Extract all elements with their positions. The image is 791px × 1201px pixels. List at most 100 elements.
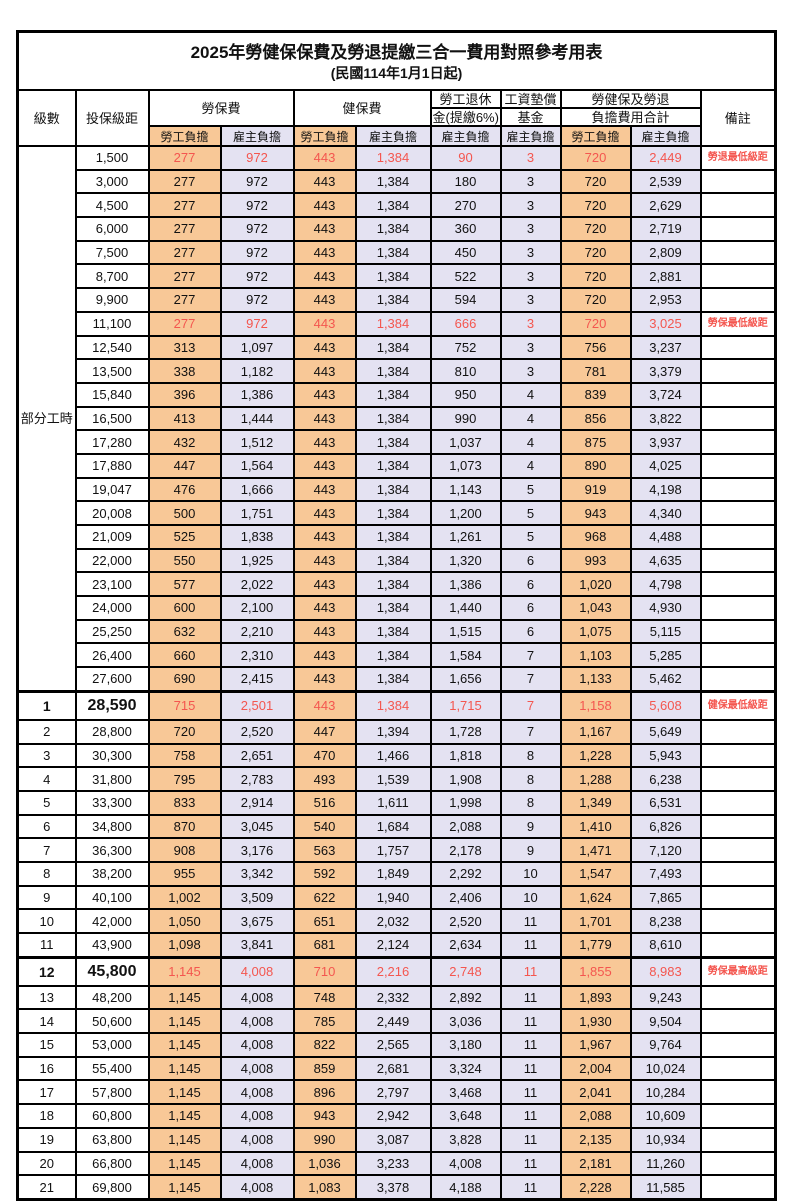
- fund-cell: 11: [499, 1126, 562, 1153]
- fund-cell: 11: [499, 1174, 562, 1201]
- pension-cell: 1,715: [429, 689, 502, 721]
- pension-cell: 2,406: [429, 884, 502, 911]
- subheader-health-employer: 雇主負擔: [354, 125, 432, 147]
- labor-employer-cell: 1,751: [219, 500, 295, 526]
- fund-cell: 3: [499, 263, 562, 290]
- total-employer-cell: 7,493: [629, 860, 702, 887]
- total-employer-cell: 2,449: [629, 145, 702, 171]
- total-employee-cell: 1,930: [559, 1008, 632, 1035]
- health-employee-cell: 443: [292, 429, 357, 455]
- level-cell: 16: [16, 1055, 77, 1082]
- bracket-cell: 11,100: [74, 310, 150, 337]
- labor-employee-cell: 277: [147, 263, 222, 290]
- table-row: 26,400 660 2,310 443 1,384 1,584 7 1,103 5,285: [18, 642, 777, 669]
- total-employer-cell: 5,285: [629, 642, 702, 669]
- col-header-fund-line1: 工資墊償: [499, 89, 562, 109]
- total-employer-cell: 3,237: [629, 334, 702, 361]
- health-employer-cell: 2,797: [354, 1079, 432, 1106]
- labor-employee-cell: 500: [147, 500, 222, 526]
- pension-cell: 752: [429, 334, 502, 361]
- table-row: 9,900 277 972 443 1,384 594 3 720 2,953: [18, 287, 777, 313]
- fund-cell: 11: [499, 908, 562, 934]
- bracket-cell: 17,880: [74, 452, 150, 479]
- bracket-cell: 24,000: [74, 595, 150, 621]
- labor-employer-cell: 972: [219, 287, 295, 313]
- table-row: 13 48,200 1,145 4,008 748 2,332 2,892 11 1,893 9,…: [16, 984, 777, 1011]
- health-employer-cell: 1,384: [354, 168, 432, 195]
- fund-cell: 11: [499, 1032, 562, 1058]
- labor-employee-cell: 1,145: [147, 1150, 222, 1177]
- table-row: 5 33,300 833 2,914 516 1,611 1,998 8 1,349 6,531: [16, 789, 777, 816]
- labor-employer-cell: 2,914: [219, 789, 295, 816]
- pension-cell: 360: [429, 216, 502, 242]
- bracket-cell: 1,500: [74, 145, 150, 171]
- remark-cell: [699, 381, 777, 408]
- pension-cell: 3,180: [429, 1032, 502, 1058]
- total-employer-cell: 3,822: [629, 405, 702, 432]
- total-employee-cell: 1,158: [559, 689, 632, 721]
- pension-cell: 3,324: [429, 1055, 502, 1082]
- health-employer-cell: 1,384: [354, 310, 432, 337]
- fund-cell: 6: [499, 547, 562, 574]
- labor-employee-cell: 1,145: [147, 1103, 222, 1129]
- level-cell: 7: [16, 837, 77, 863]
- health-employee-cell: 443: [292, 168, 357, 195]
- remark-cell: [699, 742, 777, 769]
- labor-employee-cell: 1,145: [147, 1008, 222, 1035]
- table-row: 17,880 447 1,564 443 1,384 1,073 4 890 4,025: [18, 452, 777, 479]
- total-employer-cell: 6,531: [629, 789, 702, 816]
- total-employee-cell: 1,133: [559, 666, 632, 693]
- total-employee-cell: 1,701: [559, 908, 632, 934]
- labor-employee-cell: 1,145: [147, 1055, 222, 1082]
- pension-cell: 2,088: [429, 813, 502, 840]
- bracket-cell: 66,800: [74, 1150, 150, 1177]
- table-row: 13,500 338 1,182 443 1,384 810 3 781 3,379: [18, 358, 777, 384]
- table-row: 18 60,800 1,145 4,008 943 2,942 3,648 11 2,088 10…: [16, 1103, 777, 1129]
- pension-cell: 4,008: [429, 1150, 502, 1177]
- fund-cell: 3: [499, 358, 562, 384]
- labor-employee-cell: 955: [147, 860, 222, 887]
- labor-employee-cell: 447: [147, 452, 222, 479]
- labor-employee-cell: 1,145: [147, 1079, 222, 1106]
- labor-employer-cell: 972: [219, 168, 295, 195]
- level-cell: 17: [16, 1079, 77, 1106]
- labor-employer-cell: 972: [219, 192, 295, 219]
- table-row: 19,047 476 1,666 443 1,384 1,143 5 919 4,198: [18, 476, 777, 503]
- bracket-cell: 45,800: [74, 955, 150, 987]
- bracket-cell: 69,800: [74, 1174, 150, 1201]
- level-cell: 21: [16, 1174, 77, 1201]
- total-employee-cell: 875: [559, 429, 632, 455]
- subheader-pension-employer: 雇主負擔: [429, 125, 502, 147]
- health-employee-cell: 592: [292, 860, 357, 887]
- labor-employer-cell: 3,675: [219, 908, 295, 934]
- col-header-pension-line2: 金(提繳6%): [429, 107, 502, 127]
- total-employer-cell: 7,120: [629, 837, 702, 863]
- bracket-cell: 28,590: [74, 689, 150, 721]
- health-employer-cell: 3,233: [354, 1150, 432, 1177]
- fund-cell: 11: [499, 1079, 562, 1106]
- health-employee-cell: 443: [292, 381, 357, 408]
- remark-cell: 健保最低級距: [699, 689, 777, 721]
- labor-employee-cell: 396: [147, 381, 222, 408]
- pension-cell: 1,728: [429, 718, 502, 745]
- health-employer-cell: 2,449: [354, 1008, 432, 1035]
- col-header-total-line2: 負擔費用合計: [559, 107, 702, 127]
- total-employee-cell: 943: [559, 500, 632, 526]
- labor-employee-cell: 277: [147, 239, 222, 266]
- remark-cell: [699, 524, 777, 550]
- table-row: 16 55,400 1,145 4,008 859 2,681 3,324 11 2,004 10…: [16, 1055, 777, 1082]
- table-row: 24,000 600 2,100 443 1,384 1,440 6 1,043 4,930: [18, 595, 777, 621]
- fund-cell: 5: [499, 500, 562, 526]
- remark-cell: [699, 452, 777, 479]
- table-row: 21 69,800 1,145 4,008 1,083 3,378 4,188 11 2,228…: [16, 1174, 777, 1201]
- subheader-fund-employer: 雇主負擔: [499, 125, 562, 147]
- pension-cell: 3,468: [429, 1079, 502, 1106]
- title-row: 2025年勞健保保費及勞退提繳三合一費用對照參考用表 (民國114年1月1日起): [16, 30, 777, 91]
- bracket-cell: 8,700: [74, 263, 150, 290]
- col-header-bracket: 投保級距: [74, 89, 150, 147]
- remark-cell: [699, 595, 777, 621]
- fund-cell: 3: [499, 192, 562, 219]
- remark-cell: [699, 192, 777, 219]
- health-employer-cell: 1,757: [354, 837, 432, 863]
- bracket-cell: 12,540: [74, 334, 150, 361]
